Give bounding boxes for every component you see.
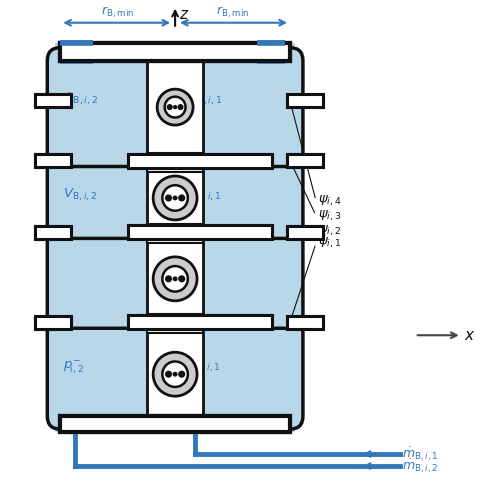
Text: $p^{-}_{\!i,2}$: $p^{-}_{\!i,2}$ <box>63 358 84 376</box>
Circle shape <box>166 276 171 281</box>
FancyBboxPatch shape <box>48 158 303 238</box>
Bar <box>147 152 203 172</box>
Bar <box>287 226 323 239</box>
Circle shape <box>153 257 197 301</box>
Text: $z$: $z$ <box>179 7 190 22</box>
Text: $V_{\mathrm{B},i,2}$: $V_{\mathrm{B},i,2}$ <box>63 186 98 203</box>
Text: $p_{\mathrm{B},i,1}$: $p_{\mathrm{B},i,1}$ <box>187 360 221 374</box>
Circle shape <box>153 352 197 396</box>
Text: $\dot{m}_{\mathrm{B},i,1}$: $\dot{m}_{\mathrm{B},i,1}$ <box>402 445 438 463</box>
Bar <box>35 154 71 167</box>
Bar <box>60 416 290 432</box>
Bar <box>287 94 323 107</box>
Text: $\psi_{i,2}$: $\psi_{i,2}$ <box>318 224 341 237</box>
Text: $A_{\mathrm{B},i,1}$: $A_{\mathrm{B},i,1}$ <box>187 91 222 107</box>
Bar <box>287 94 323 107</box>
Circle shape <box>179 276 185 281</box>
Bar <box>287 316 323 329</box>
Bar <box>128 154 272 168</box>
Circle shape <box>153 176 197 220</box>
Text: $r_{\mathrm{B,min}}$: $r_{\mathrm{B,min}}$ <box>101 4 134 20</box>
Circle shape <box>168 105 172 110</box>
Circle shape <box>173 372 177 376</box>
Text: $\dot{m}_{\mathrm{B},i,2}$: $\dot{m}_{\mathrm{B},i,2}$ <box>402 457 438 475</box>
FancyBboxPatch shape <box>48 320 303 429</box>
Bar <box>35 316 71 329</box>
Bar <box>287 316 323 329</box>
Bar <box>287 154 323 167</box>
Text: $A_{\mathrm{B},i,2}$: $A_{\mathrm{B},i,2}$ <box>63 91 98 107</box>
Bar <box>147 242 203 316</box>
Circle shape <box>157 89 193 125</box>
Bar <box>35 316 71 329</box>
Text: $r_{\mathrm{B,min}}$: $r_{\mathrm{B,min}}$ <box>216 4 249 20</box>
Circle shape <box>179 372 185 377</box>
Bar <box>147 60 203 154</box>
Circle shape <box>162 266 188 291</box>
Bar <box>147 314 203 334</box>
Text: $x$: $x$ <box>464 328 475 343</box>
Circle shape <box>166 195 171 201</box>
FancyBboxPatch shape <box>48 230 303 328</box>
Bar <box>35 94 71 107</box>
Bar <box>60 42 290 60</box>
Bar <box>287 154 323 167</box>
Bar <box>128 154 272 168</box>
Text: $V_{\mathrm{B},i,1}$: $V_{\mathrm{B},i,1}$ <box>187 186 221 203</box>
Bar <box>55 42 295 432</box>
Circle shape <box>173 277 177 280</box>
FancyBboxPatch shape <box>48 48 303 166</box>
Circle shape <box>165 96 186 117</box>
Text: $\psi_{i,3}$: $\psi_{i,3}$ <box>318 208 341 222</box>
Circle shape <box>179 195 185 201</box>
Bar <box>60 42 290 60</box>
Circle shape <box>162 185 188 210</box>
Circle shape <box>173 196 177 200</box>
Bar <box>60 416 290 432</box>
Circle shape <box>162 362 188 387</box>
Bar <box>35 154 71 167</box>
Bar <box>35 226 71 239</box>
Text: $\psi_{i,4}$: $\psi_{i,4}$ <box>318 194 342 207</box>
Bar <box>128 316 272 330</box>
Circle shape <box>166 372 171 377</box>
Bar <box>128 316 272 330</box>
Bar <box>35 94 71 107</box>
Bar <box>35 226 71 239</box>
Bar <box>128 226 272 239</box>
Bar <box>147 224 203 244</box>
Circle shape <box>178 105 183 110</box>
Text: $\psi_{i,1}$: $\psi_{i,1}$ <box>318 236 341 250</box>
Bar <box>128 226 272 239</box>
Bar <box>147 170 203 226</box>
Circle shape <box>173 106 176 108</box>
Bar <box>147 332 203 416</box>
Bar <box>287 226 323 239</box>
